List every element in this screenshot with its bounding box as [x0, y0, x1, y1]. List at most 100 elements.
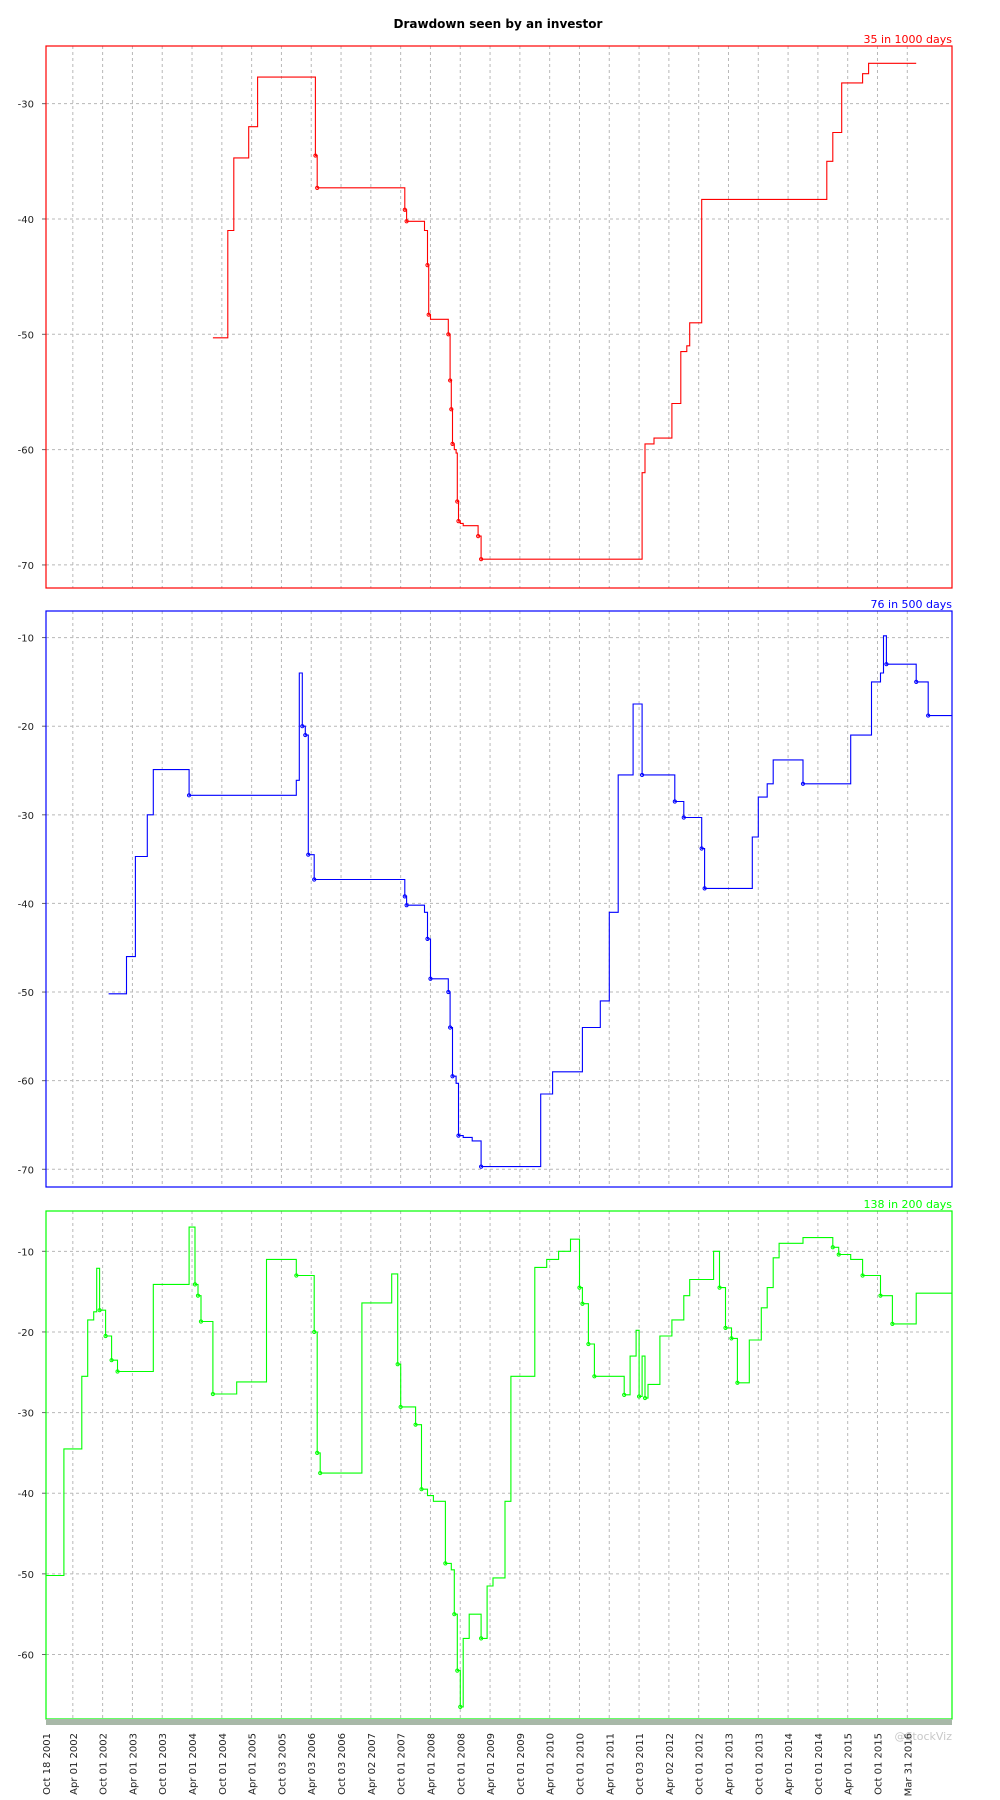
data-point [836, 1252, 841, 1257]
data-point [735, 1380, 740, 1385]
data-point [446, 332, 451, 337]
data-point [313, 153, 318, 158]
x-tick-label: Oct 03 2005 [277, 1733, 288, 1795]
data-point [448, 1025, 453, 1030]
data-point [192, 1282, 198, 1287]
x-tick-label: Apr 03 2006 [307, 1733, 318, 1795]
data-point [702, 886, 707, 891]
x-tick-label: Oct 01 2004 [218, 1733, 229, 1795]
data-point [699, 846, 704, 851]
y-tick-label: -50 [18, 1570, 34, 1581]
data-point [450, 441, 455, 446]
data-point [303, 732, 308, 738]
data-point [860, 1273, 865, 1278]
data-point [458, 1704, 463, 1710]
y-tick-label: -10 [18, 634, 34, 645]
data-point [681, 815, 686, 820]
chart-panel-3: -10 -20 -30 -40 -50 -60 138 in 200 days [18, 1198, 953, 1720]
data-point [425, 936, 430, 941]
y-tick-label: -40 [18, 215, 34, 226]
y-tick-label: -30 [18, 811, 34, 822]
data-point [413, 1422, 418, 1427]
data-point [717, 1285, 722, 1290]
y-tick-label: -40 [18, 899, 34, 910]
x-axis-band [46, 1719, 952, 1725]
x-tick-label: Oct 01 2008 [456, 1733, 467, 1795]
y-tick-label: -50 [18, 330, 34, 341]
data-point [729, 1336, 734, 1341]
x-tick-label: Apr 01 2015 [844, 1733, 855, 1795]
x-tick-label: Apr 02 2012 [665, 1733, 676, 1795]
data-point [109, 1358, 114, 1363]
x-tick-label: Oct 01 2010 [576, 1733, 587, 1795]
y-tick-label: -30 [18, 100, 34, 111]
data-point [580, 1301, 585, 1306]
data-point [449, 407, 454, 412]
data-point [479, 1164, 484, 1169]
data-point [446, 989, 451, 995]
y-tick-label: -50 [18, 988, 34, 999]
data-point [300, 724, 305, 729]
data-point [577, 1285, 582, 1290]
data-point [926, 713, 931, 718]
data-point [639, 772, 645, 778]
data-point [402, 894, 407, 899]
data-point [315, 185, 320, 190]
y-tick-label: -60 [18, 446, 34, 457]
x-tick-label: Oct 03 2011 [635, 1733, 646, 1795]
y-tick-label: -70 [18, 561, 34, 572]
y-tick-label: -60 [18, 1077, 34, 1088]
x-tick-label: Apr 01 2010 [546, 1733, 557, 1795]
x-tick-label: Apr 01 2013 [725, 1733, 736, 1795]
chart-panel-2: -10 -20 -30 -40 -50 -60 -70 76 in 500 days [18, 598, 953, 1188]
data-point [723, 1325, 728, 1331]
x-tick-label: Oct 01 2012 [695, 1733, 706, 1795]
data-point [455, 1668, 460, 1673]
data-point [97, 1308, 102, 1313]
data-point [672, 799, 677, 804]
y-tick-label: -20 [18, 1328, 34, 1339]
data-point [456, 1133, 461, 1138]
data-point [890, 1321, 895, 1326]
x-tick-label: Oct 03 2006 [337, 1733, 348, 1795]
data-point [312, 1329, 317, 1335]
series-line [46, 1226, 952, 1708]
x-tick-label: Oct 01 2013 [754, 1733, 765, 1795]
x-tick-label: Oct 01 2009 [516, 1733, 527, 1795]
y-tick-label: -60 [18, 1650, 34, 1661]
y-tick-label: -30 [18, 1409, 34, 1420]
data-point [592, 1374, 597, 1379]
data-point [448, 378, 453, 383]
panel-label: 138 in 200 days [864, 1198, 953, 1211]
y-tick-label: -70 [18, 1165, 34, 1176]
data-point [479, 557, 484, 562]
data-point [294, 1273, 299, 1278]
data-point [312, 877, 317, 882]
data-point [306, 852, 311, 857]
data-point [800, 781, 806, 786]
x-tick-label: Apr 01 2008 [427, 1733, 438, 1795]
data-point [642, 1395, 648, 1401]
data-point [315, 1450, 320, 1456]
data-point [404, 219, 409, 224]
x-axis: Oct 18 2001 Apr 01 2002 Oct 01 2002 Apr 01 … [42, 1719, 952, 1796]
data-point [186, 793, 192, 798]
data-point [450, 1074, 455, 1079]
x-tick-label: Oct 01 2015 [874, 1733, 885, 1795]
x-tick-label: Apr 01 2009 [486, 1733, 497, 1795]
data-point [426, 312, 431, 317]
chart-panel-1: -30 -40 -50 -60 -70 35 in 1000 days [18, 33, 953, 589]
data-point [878, 1293, 883, 1298]
x-tick-label: Apr 01 2005 [248, 1733, 259, 1795]
panel-label: 76 in 500 days [871, 598, 953, 611]
data-point [455, 499, 460, 504]
data-point [452, 1612, 457, 1617]
data-point [395, 1362, 400, 1367]
data-point [198, 1319, 204, 1324]
data-point [398, 1404, 403, 1410]
plot-frame [45, 45, 953, 589]
plot-frame [45, 1210, 953, 1720]
x-tick-label: Apr 01 2002 [69, 1733, 80, 1795]
